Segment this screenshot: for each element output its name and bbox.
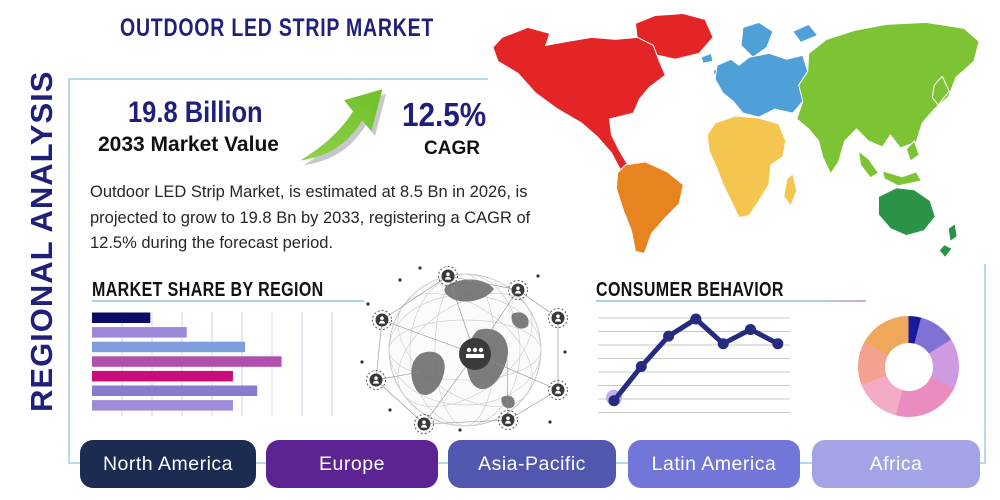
region-button-north-america[interactable]: North America [80, 440, 256, 488]
consumer-behavior-line-chart [598, 313, 790, 413]
region-button-africa[interactable]: Africa [812, 440, 980, 488]
donut-chart-hole [884, 342, 933, 391]
market-share-underline [92, 300, 364, 302]
growth-arrow-icon [296, 82, 392, 171]
market-description: Outdoor LED Strip Market, is estimated a… [90, 183, 531, 253]
page-title: OUTDOOR LED STRIP MARKET [120, 14, 435, 42]
region-button-asia-pacific[interactable]: Asia-Pacific [448, 440, 616, 488]
consumer-behavior-section-title: CONSUMER BEHAVIOR [596, 279, 784, 301]
globe-network-graphic [360, 262, 570, 439]
region-button-latin-america[interactable]: Latin America [628, 440, 800, 488]
world-map-svg [492, 12, 980, 259]
side-label-regional-analysis: REGIONAL ANALYSIS [24, 70, 59, 412]
world-map [488, 0, 986, 264]
market-value-stat: 19.8 Billion [128, 96, 263, 129]
market-value-caption: 2033 Market Value [98, 133, 279, 156]
cagr-caption: CAGR [424, 138, 480, 159]
consumer-behavior-underline [596, 300, 866, 302]
market-share-bar-chart [92, 312, 333, 416]
region-button-europe[interactable]: Europe [266, 440, 438, 488]
cagr-stat: 12.5% [402, 96, 487, 133]
market-share-section-title: MARKET SHARE BY REGION [92, 279, 324, 301]
